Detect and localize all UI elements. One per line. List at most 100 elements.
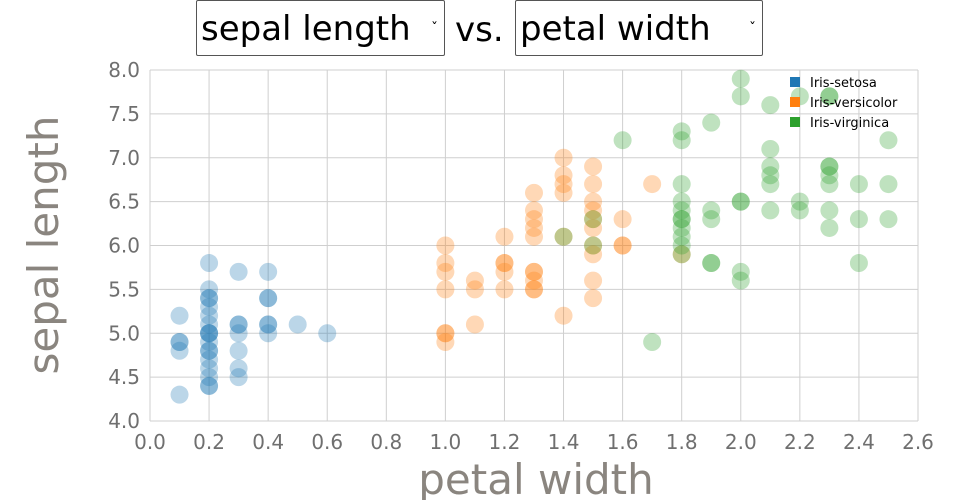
data-point-iris-versicolor — [525, 280, 543, 299]
data-point-iris-versicolor — [495, 254, 514, 273]
data-point-iris-virginica — [820, 201, 839, 220]
data-point-iris-setosa — [229, 262, 248, 281]
data-point-iris-setosa — [200, 359, 219, 378]
data-point-iris-virginica — [731, 192, 750, 211]
data-point-iris-versicolor — [584, 201, 603, 220]
data-point-iris-setosa — [229, 341, 248, 360]
data-point-iris-setosa — [200, 289, 219, 308]
data-point-iris-setosa — [200, 376, 219, 395]
data-point-iris-virginica — [672, 192, 691, 211]
data-point-iris-versicolor — [465, 315, 484, 334]
x-axis-title: petal width — [418, 455, 654, 500]
data-point-iris-setosa — [200, 280, 219, 299]
data-point-iris-virginica — [790, 192, 809, 211]
data-point-iris-virginica — [761, 175, 780, 194]
y-tick-label: 6.0 — [108, 234, 140, 258]
data-point-iris-versicolor — [465, 271, 484, 290]
x-tick-label: 1.0 — [429, 430, 461, 454]
data-point-iris-setosa — [200, 315, 219, 334]
data-point-iris-setosa — [229, 315, 248, 334]
x-tick-labels: 0.0 0.2 0.4 0.6 0.8 1.0 1.2 1.4 1.6 1.8 2.0 2.2 2.4 2… — [134, 430, 934, 454]
data-point-iris-virginica — [702, 201, 721, 220]
data-point-iris-versicolor — [525, 262, 543, 281]
data-point-iris-virginica — [790, 201, 809, 220]
data-point-iris-virginica — [820, 87, 839, 106]
data-point-iris-versicolor — [554, 175, 573, 194]
data-point-iris-virginica — [820, 175, 839, 194]
data-point-iris-setosa — [288, 315, 307, 334]
data-point-iris-versicolor — [525, 201, 543, 220]
data-point-iris-virginica — [820, 166, 839, 185]
x-tick-label: 1.8 — [666, 430, 698, 454]
data-point-iris-setosa — [200, 324, 219, 343]
data-point-iris-virginica — [613, 131, 632, 150]
x-tick-label: 1.6 — [607, 430, 639, 454]
data-point-iris-setosa — [200, 297, 219, 316]
data-point-iris-versicolor — [584, 218, 603, 237]
data-point-iris-virginica — [731, 262, 750, 281]
data-point-iris-versicolor — [465, 280, 484, 299]
data-point-iris-setosa — [200, 324, 219, 343]
data-point-iris-setosa — [170, 333, 189, 352]
y-tick-label: 4.0 — [108, 409, 140, 433]
y-axis-select[interactable]: sepal length ˇ — [196, 0, 445, 56]
data-point-iris-versicolor — [525, 227, 543, 246]
data-point-iris-versicolor — [554, 306, 573, 325]
data-point-iris-setosa — [259, 289, 278, 308]
data-point-iris-virginica — [672, 210, 691, 229]
data-point-iris-versicolor — [584, 192, 603, 211]
data-point-iris-virginica — [554, 227, 573, 246]
data-point-iris-versicolor — [436, 280, 455, 299]
data-point-iris-setosa — [200, 289, 219, 308]
data-point-iris-setosa — [259, 262, 278, 281]
x-tick-label: 0.8 — [370, 430, 402, 454]
data-point-iris-setosa — [200, 324, 219, 343]
data-point-iris-virginica — [672, 131, 691, 150]
data-point-iris-versicolor — [613, 236, 632, 255]
data-point-iris-virginica — [731, 87, 750, 106]
data-point-iris-setosa — [200, 368, 219, 387]
data-point-iris-virginica — [849, 175, 868, 194]
data-point-iris-virginica — [702, 113, 721, 132]
data-point-iris-versicolor — [554, 166, 573, 185]
data-point-iris-setosa — [200, 376, 219, 395]
vs-label: vs. — [455, 10, 504, 50]
data-point-iris-setosa — [200, 254, 219, 273]
y-tick-label: 8.0 — [108, 58, 140, 82]
data-point-iris-setosa — [259, 315, 278, 334]
data-point-iris-versicolor — [495, 227, 514, 246]
legend-label: Iris-versicolor — [810, 96, 898, 111]
data-point-iris-setosa — [200, 350, 219, 369]
x-tick-label: 0.6 — [311, 430, 343, 454]
data-point-iris-versicolor — [584, 245, 603, 264]
chevron-down-icon: ˇ — [749, 21, 756, 37]
y-tick-label: 5.0 — [108, 321, 140, 345]
data-point-iris-setosa — [259, 289, 278, 308]
y-axis-select-value: sepal length — [201, 9, 411, 49]
legend-swatch — [790, 97, 800, 107]
data-point-iris-virginica — [820, 157, 839, 176]
data-point-iris-virginica — [731, 271, 750, 290]
data-point-iris-versicolor — [436, 324, 455, 343]
data-point-iris-setosa — [170, 341, 189, 360]
legend-swatch — [790, 77, 800, 87]
data-point-iris-versicolor — [525, 262, 543, 281]
y-tick-label: 4.5 — [108, 365, 140, 389]
data-point-iris-virginica — [584, 210, 603, 229]
data-point-iris-versicolor — [584, 157, 603, 176]
data-point-iris-virginica — [761, 201, 780, 220]
data-point-iris-setosa — [229, 315, 248, 334]
data-point-iris-setosa — [259, 324, 278, 343]
x-axis-select[interactable]: petal width ˇ — [515, 0, 763, 56]
data-point-iris-versicolor — [525, 271, 543, 290]
data-point-iris-versicolor — [495, 254, 514, 273]
data-point-iris-virginica — [820, 157, 839, 176]
data-point-iris-versicolor — [584, 271, 603, 290]
data-point-iris-virginica — [849, 210, 868, 229]
data-point-iris-versicolor — [643, 175, 662, 194]
data-point-iris-virginica — [672, 201, 691, 220]
grid — [149, 69, 919, 422]
y-tick-label: 7.5 — [108, 102, 140, 126]
data-point-iris-versicolor — [436, 324, 455, 343]
